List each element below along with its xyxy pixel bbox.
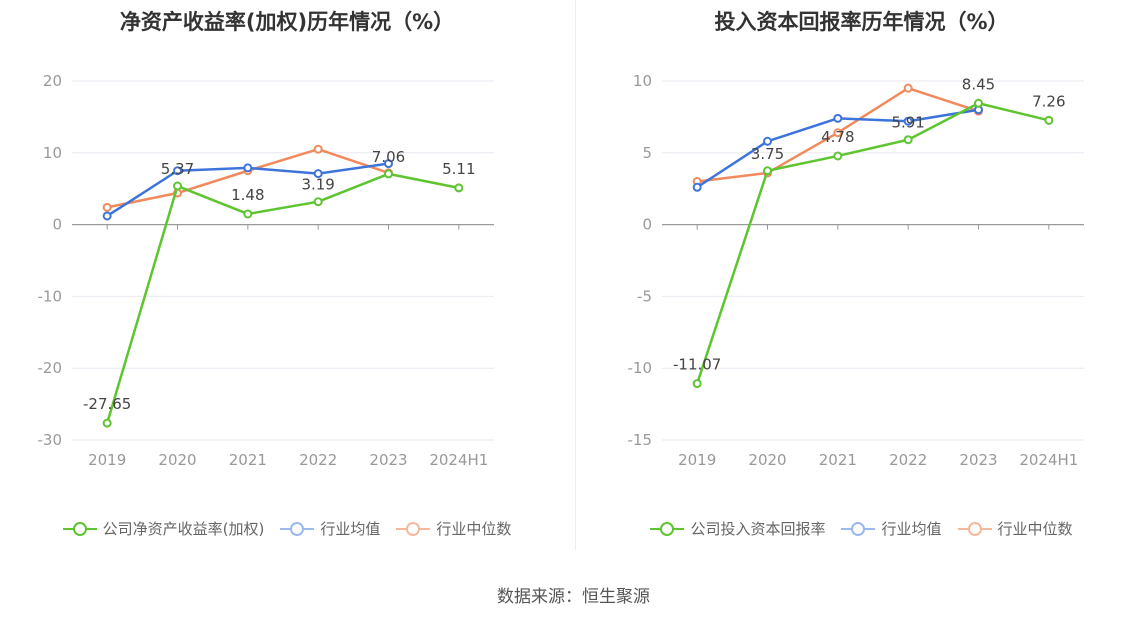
legend-company-label: 公司投入资本回报率 [690, 520, 826, 538]
data-point-median[interactable] [833, 128, 843, 138]
left-chart-legend: 公司净资产收益率(加权) 行业均值 行业中位数 [0, 518, 574, 539]
legend-median-marker-icon [396, 521, 431, 536]
legend-company-marker-icon [650, 521, 685, 536]
right-chart-plot: 10 5 0 -5 -10 -15 2019 2020 2021 2022 2023 2024H1 -1… [628, 72, 1084, 469]
x-tick-label: 2020 [748, 451, 786, 469]
panel-divider [575, 0, 576, 550]
left-chart-plot: 20 10 0 -10 -20 -30 2019 2020 2021 2022 2023 2024H1… [38, 72, 494, 469]
data-point-company[interactable] [692, 379, 702, 389]
y-tick-label: 0 [642, 216, 652, 234]
y-tick-label: -10 [628, 359, 653, 377]
y-tick-label: -10 [38, 287, 63, 305]
x-tick-label: 2019 [678, 451, 716, 469]
data-label: 5.11 [442, 160, 475, 178]
right-chart-title: 投入资本回报率历年情况（%） [714, 10, 1009, 34]
legend-company-marker-icon [62, 521, 97, 536]
data-label: 7.26 [1032, 92, 1065, 110]
x-tick-label: 2021 [819, 451, 857, 469]
y-tick-label: -15 [628, 431, 653, 449]
data-label: 4.78 [821, 128, 854, 146]
y-tick-label: 5 [642, 144, 652, 162]
data-point-average[interactable] [173, 166, 182, 176]
data-label: 5.91 [891, 114, 924, 132]
data-label: 7.06 [372, 148, 405, 166]
data-point-company[interactable] [173, 181, 182, 191]
legend-average-label: 行业均值 [881, 520, 942, 538]
left-chart-panel: 净资产收益率(加权)历年情况（%） 20 10 0 -10 -20 -30 2019 2020… [0, 0, 574, 560]
legend-median-marker-icon [957, 521, 992, 536]
x-tick-label: 2020 [158, 451, 196, 469]
legend-item-median[interactable]: 行业中位数 [396, 518, 511, 539]
data-point-average[interactable] [384, 159, 393, 169]
right-chart-panel: 投入资本回报率历年情况（%） 10 5 0 -5 -10 -15 2019 2020 2021 2… [576, 0, 1147, 560]
x-tick-label: 2022 [889, 451, 927, 469]
data-label: 3.19 [301, 176, 334, 194]
data-source-note: 数据来源：恒生聚源 [497, 587, 650, 607]
legend-median-label: 行业中位数 [997, 520, 1073, 538]
data-point-median[interactable] [313, 144, 323, 154]
y-tick-label: -30 [38, 431, 63, 449]
data-point-company[interactable] [974, 98, 983, 108]
data-point-company[interactable] [1044, 115, 1054, 125]
data-point-median[interactable] [903, 83, 913, 93]
data-label: 1.48 [231, 186, 264, 204]
series-line-company [105, 172, 460, 424]
data-label: 5.37 [161, 160, 194, 178]
data-label: 3.75 [751, 145, 784, 163]
legend-median-label: 行业中位数 [436, 520, 512, 538]
y-tick-label: -5 [637, 287, 652, 305]
data-point-average[interactable] [102, 211, 112, 221]
x-tick-label: 2024H1 [429, 451, 488, 469]
data-point-average[interactable] [833, 113, 843, 123]
legend-item-company[interactable]: 公司净资产收益率(加权) [62, 518, 265, 539]
data-point-company[interactable] [454, 183, 464, 193]
data-point-average[interactable] [243, 163, 253, 173]
legend-average-marker-icon [841, 521, 876, 536]
data-point-median[interactable] [102, 202, 112, 212]
y-tick-label: 0 [52, 216, 62, 234]
x-tick-label: 2022 [299, 451, 337, 469]
x-tick-label: 2023 [959, 451, 997, 469]
data-point-company[interactable] [833, 151, 843, 161]
legend-average-label: 行业均值 [320, 520, 381, 538]
data-label: -11.07 [673, 356, 721, 374]
legend-company-label: 公司净资产收益率(加权) [102, 520, 265, 538]
data-point-company[interactable] [384, 169, 393, 179]
x-tick-label: 2019 [88, 451, 126, 469]
legend-item-company[interactable]: 公司投入资本回报率 [650, 518, 825, 539]
right-chart-legend: 公司投入资本回报率 行业均值 行业中位数 [576, 518, 1147, 539]
legend-item-average[interactable]: 行业均值 [280, 518, 380, 539]
data-point-average[interactable] [763, 136, 772, 146]
data-point-average[interactable] [903, 116, 913, 126]
y-tick-label: 10 [43, 144, 62, 162]
data-point-company[interactable] [903, 135, 913, 145]
legend-average-marker-icon [280, 521, 315, 536]
data-point-company[interactable] [243, 209, 253, 219]
data-label: 8.45 [962, 75, 995, 93]
x-tick-label: 2024H1 [1019, 451, 1078, 469]
data-point-company[interactable] [763, 166, 772, 176]
data-point-company[interactable] [102, 418, 112, 428]
y-tick-label: -20 [38, 359, 63, 377]
y-tick-label: 20 [43, 72, 62, 90]
x-tick-label: 2023 [369, 451, 407, 469]
x-tick-label: 2021 [229, 451, 267, 469]
series-line-company [695, 102, 1050, 384]
data-point-company[interactable] [313, 197, 323, 207]
data-label: -27.65 [83, 395, 131, 413]
data-point-average[interactable] [692, 182, 702, 192]
left-chart-title: 净资产收益率(加权)历年情况（%） [119, 10, 455, 34]
legend-item-average[interactable]: 行业均值 [841, 518, 942, 539]
y-tick-label: 10 [633, 72, 652, 90]
data-point-average[interactable] [313, 169, 323, 179]
legend-item-median[interactable]: 行业中位数 [957, 518, 1073, 539]
